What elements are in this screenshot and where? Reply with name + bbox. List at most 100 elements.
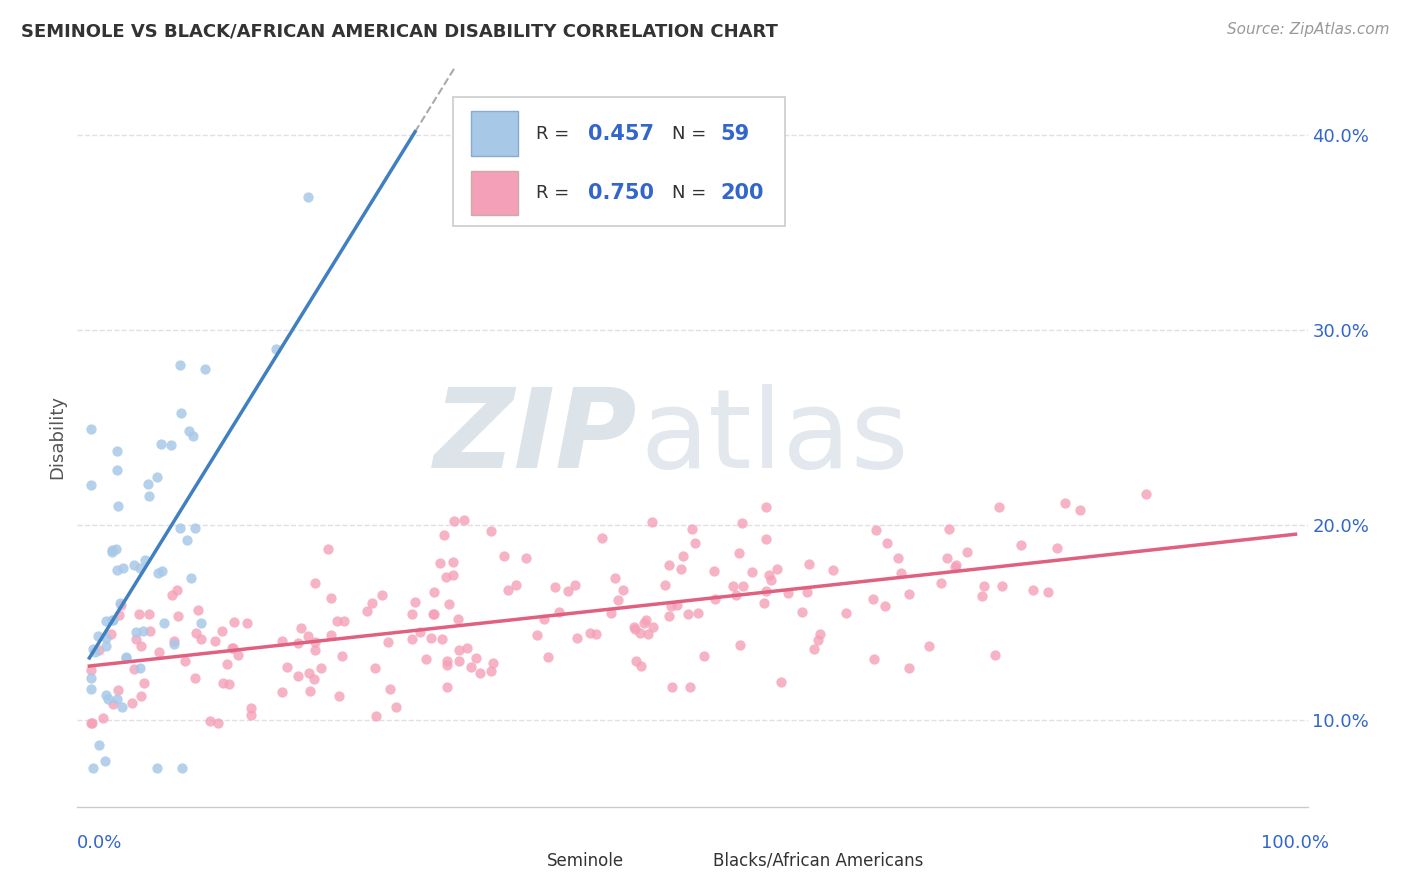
Point bbox=[792, 605, 814, 619]
Point bbox=[1036, 584, 1059, 599]
Point bbox=[862, 592, 884, 607]
Point bbox=[640, 515, 662, 529]
Point bbox=[984, 648, 1007, 662]
Point bbox=[107, 499, 129, 513]
Point bbox=[309, 660, 332, 674]
Point bbox=[437, 597, 460, 611]
Point bbox=[108, 607, 131, 622]
Point bbox=[82, 716, 104, 731]
Point bbox=[436, 657, 458, 672]
Point bbox=[287, 635, 309, 649]
Point bbox=[918, 640, 941, 654]
Point bbox=[107, 683, 129, 698]
Point bbox=[290, 621, 312, 635]
Point bbox=[82, 642, 104, 657]
Point bbox=[179, 424, 201, 438]
Point bbox=[441, 568, 464, 582]
Point bbox=[79, 663, 101, 677]
Point bbox=[94, 631, 117, 645]
Point bbox=[728, 546, 751, 560]
Point bbox=[378, 682, 401, 697]
Point bbox=[94, 640, 117, 654]
Point bbox=[297, 629, 319, 643]
Point bbox=[180, 571, 202, 585]
Point bbox=[557, 583, 579, 598]
Point bbox=[931, 575, 953, 590]
Point bbox=[138, 489, 160, 503]
Point bbox=[433, 528, 456, 542]
Point bbox=[114, 651, 136, 665]
Point bbox=[128, 661, 150, 675]
Point bbox=[100, 542, 122, 557]
Point bbox=[741, 565, 763, 579]
Point bbox=[228, 648, 250, 662]
Point bbox=[364, 661, 387, 675]
Point bbox=[796, 585, 818, 599]
Point bbox=[641, 620, 664, 634]
Point bbox=[630, 659, 652, 673]
Point bbox=[101, 613, 124, 627]
Point bbox=[671, 549, 693, 563]
Point bbox=[326, 614, 349, 628]
Point bbox=[264, 343, 287, 357]
Point bbox=[430, 632, 453, 646]
Point bbox=[1010, 538, 1032, 552]
Point bbox=[612, 583, 634, 598]
Point bbox=[479, 665, 502, 679]
Point bbox=[186, 626, 208, 640]
Point bbox=[496, 583, 519, 598]
Point bbox=[332, 648, 354, 663]
Point bbox=[104, 541, 127, 556]
Point bbox=[446, 612, 468, 626]
Point bbox=[215, 657, 238, 671]
Point bbox=[270, 684, 292, 698]
Point bbox=[356, 604, 378, 618]
Point bbox=[758, 567, 780, 582]
Text: Seminole: Seminole bbox=[547, 852, 624, 870]
Point bbox=[212, 676, 235, 690]
Point bbox=[876, 536, 898, 550]
Text: 0.750: 0.750 bbox=[588, 183, 654, 202]
Point bbox=[661, 680, 683, 694]
Point bbox=[633, 615, 655, 630]
Point bbox=[1069, 503, 1091, 517]
Point bbox=[591, 531, 613, 545]
Point bbox=[863, 652, 886, 666]
Point bbox=[297, 190, 319, 204]
Text: SEMINOLE VS BLACK/AFRICAN AMERICAN DISABILITY CORRELATION CHART: SEMINOLE VS BLACK/AFRICAN AMERICAN DISAB… bbox=[21, 22, 778, 40]
Point bbox=[136, 477, 159, 491]
Point bbox=[107, 444, 129, 458]
Text: N =: N = bbox=[672, 184, 706, 202]
Point bbox=[658, 558, 681, 572]
FancyBboxPatch shape bbox=[471, 170, 517, 215]
Point bbox=[87, 629, 110, 643]
Point bbox=[1046, 541, 1069, 555]
Point bbox=[683, 536, 706, 550]
FancyBboxPatch shape bbox=[681, 848, 707, 877]
Point bbox=[447, 643, 470, 657]
Text: R =: R = bbox=[536, 125, 569, 143]
Point bbox=[131, 624, 153, 638]
Point bbox=[221, 640, 243, 655]
Point bbox=[150, 437, 173, 451]
Point bbox=[464, 651, 486, 665]
Point bbox=[536, 650, 558, 665]
Point bbox=[94, 688, 117, 702]
Point bbox=[371, 588, 394, 602]
Point bbox=[821, 564, 844, 578]
Point bbox=[898, 661, 921, 675]
Point bbox=[167, 609, 190, 624]
Point bbox=[110, 699, 132, 714]
Point bbox=[82, 761, 104, 775]
Point bbox=[479, 524, 502, 538]
Point bbox=[101, 545, 124, 559]
Text: 100.0%: 100.0% bbox=[1261, 834, 1329, 852]
Point bbox=[481, 657, 503, 671]
Point bbox=[146, 761, 169, 775]
Point bbox=[456, 640, 478, 655]
Point bbox=[222, 640, 245, 655]
Point bbox=[360, 596, 382, 610]
Point bbox=[94, 754, 117, 768]
Point bbox=[125, 625, 148, 640]
Point bbox=[321, 591, 343, 605]
